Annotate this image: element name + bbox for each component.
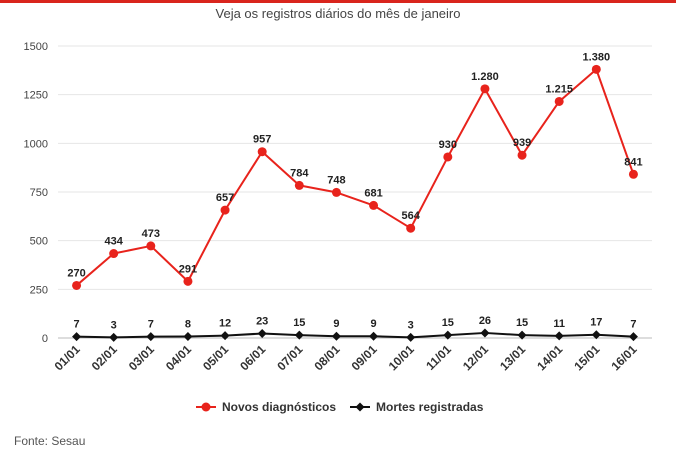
series-line-novos — [75, 68, 635, 287]
data-point — [294, 180, 304, 190]
data-point — [72, 280, 82, 290]
data-label: 930 — [439, 139, 457, 151]
legend-label: Novos diagnósticos — [222, 400, 336, 414]
y-tick-label: 250 — [30, 284, 48, 296]
legend-marker — [201, 402, 211, 412]
x-tick-label: 12/01 — [460, 342, 491, 373]
data-label: 17 — [590, 317, 602, 329]
data-point — [220, 205, 230, 215]
data-point — [406, 223, 416, 233]
legend-label: Mortes registradas — [376, 400, 484, 414]
x-tick-label: 09/01 — [349, 342, 380, 373]
data-label: 473 — [142, 228, 160, 240]
data-label: 23 — [256, 316, 268, 328]
x-tick-label: 15/01 — [571, 342, 602, 373]
data-point — [628, 169, 638, 179]
data-label: 291 — [179, 263, 197, 275]
y-tick-label: 0 — [42, 333, 48, 345]
data-label: 7 — [630, 319, 636, 331]
data-point — [369, 331, 379, 341]
data-label: 681 — [364, 187, 382, 199]
data-point — [257, 147, 267, 157]
data-label: 7 — [74, 319, 80, 331]
data-point — [109, 332, 119, 342]
data-label: 957 — [253, 134, 271, 146]
data-label: 657 — [216, 192, 234, 204]
x-tick-label: 08/01 — [311, 342, 342, 373]
data-point — [517, 330, 527, 340]
data-point — [331, 331, 341, 341]
data-label: 434 — [105, 236, 124, 248]
data-point — [220, 331, 230, 341]
chart-title: Veja os registros diários do mês de jane… — [215, 6, 461, 21]
y-tick-label: 1500 — [24, 41, 48, 53]
data-point — [257, 329, 267, 339]
data-point — [406, 332, 416, 342]
data-point — [183, 331, 193, 341]
data-point — [443, 152, 453, 162]
data-label: 784 — [290, 167, 309, 179]
data-point — [72, 332, 82, 342]
data-label: 1.280 — [471, 71, 499, 83]
x-tick-label: 07/01 — [274, 342, 305, 373]
data-point — [331, 187, 341, 197]
data-label: 939 — [513, 137, 531, 149]
y-tick-label: 1250 — [24, 90, 48, 102]
y-tick-label: 750 — [30, 187, 48, 199]
data-point — [591, 64, 601, 74]
x-tick-label: 04/01 — [163, 342, 194, 373]
data-point — [554, 331, 564, 341]
data-label: 3 — [111, 319, 117, 331]
data-point — [146, 241, 156, 251]
data-point — [480, 84, 490, 94]
y-tick-label: 1000 — [24, 138, 48, 150]
data-point — [109, 249, 119, 259]
series-line-mortes — [76, 331, 634, 339]
data-point — [554, 96, 564, 106]
data-label: 8 — [185, 318, 191, 330]
data-point — [517, 150, 527, 160]
data-point — [294, 330, 304, 340]
data-label: 11 — [553, 318, 565, 330]
data-label: 564 — [402, 210, 421, 222]
source-note: Fonte: Sesau — [14, 434, 86, 448]
data-point — [443, 330, 453, 340]
data-point — [591, 330, 601, 340]
data-point — [480, 328, 490, 338]
data-label: 26 — [479, 315, 491, 327]
x-tick-label: 03/01 — [126, 342, 157, 373]
data-point — [369, 200, 379, 210]
data-label: 1.380 — [583, 51, 611, 63]
data-label: 270 — [67, 267, 85, 279]
data-label: 841 — [624, 156, 642, 168]
data-label: 1.215 — [545, 83, 573, 95]
y-tick-label: 500 — [30, 236, 48, 248]
x-tick-label: 16/01 — [608, 342, 639, 373]
data-label: 15 — [516, 317, 528, 329]
data-label: 15 — [293, 317, 305, 329]
x-tick-label: 01/01 — [52, 342, 83, 373]
x-tick-label: 10/01 — [386, 342, 417, 373]
data-label: 15 — [442, 317, 454, 329]
data-label: 9 — [371, 318, 377, 330]
data-label: 7 — [148, 319, 154, 331]
data-point — [146, 332, 156, 342]
data-label: 3 — [408, 319, 414, 331]
x-tick-label: 11/01 — [423, 342, 454, 373]
data-point — [628, 332, 638, 342]
top-rule — [0, 0, 676, 3]
data-label: 9 — [333, 318, 339, 330]
data-label: 748 — [327, 174, 345, 186]
x-tick-label: 14/01 — [534, 342, 565, 373]
x-tick-label: 06/01 — [237, 342, 268, 373]
x-tick-label: 02/01 — [89, 342, 120, 373]
data-label: 12 — [219, 318, 231, 330]
data-point — [183, 276, 193, 286]
x-tick-label: 05/01 — [200, 342, 231, 373]
legend-marker — [355, 402, 365, 412]
x-tick-label: 13/01 — [497, 342, 528, 373]
